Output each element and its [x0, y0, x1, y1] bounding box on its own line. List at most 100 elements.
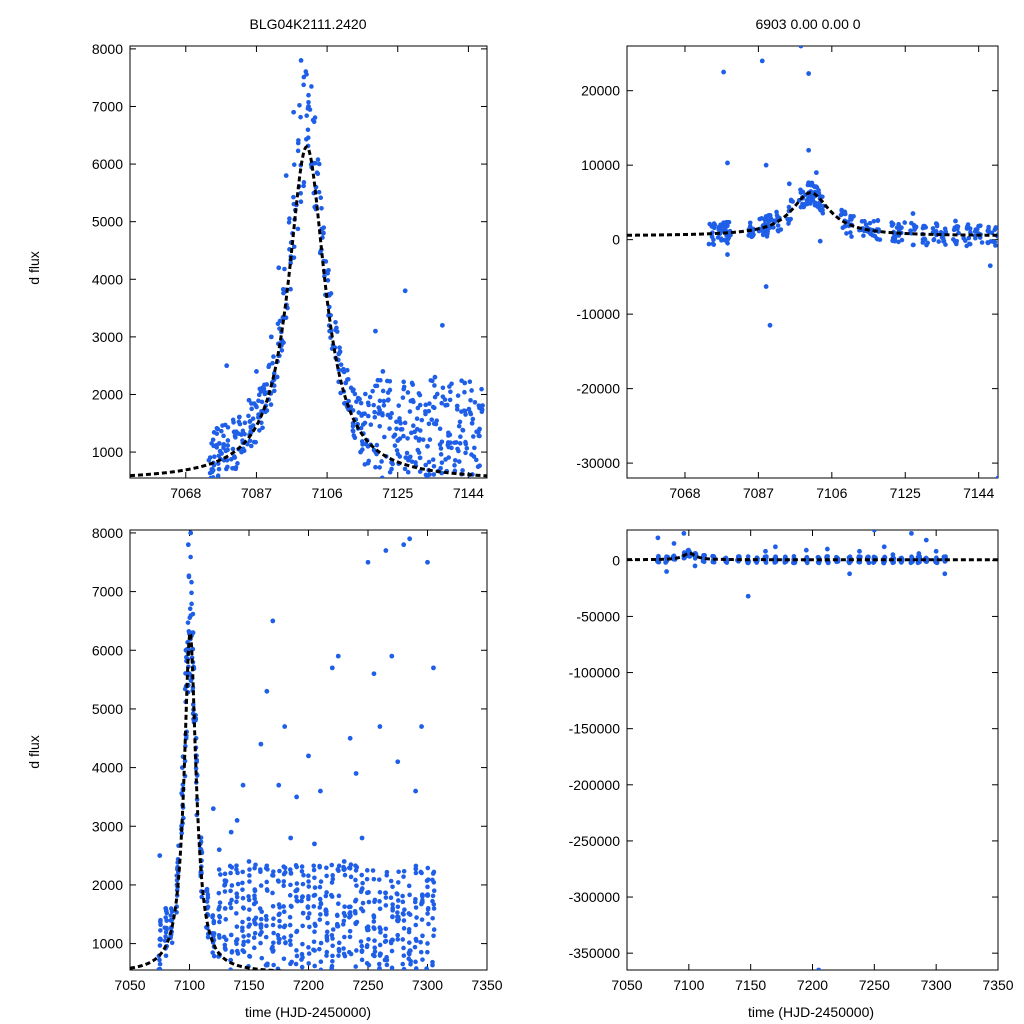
data-point	[931, 237, 937, 243]
data-point	[204, 888, 210, 894]
data-point	[366, 936, 371, 942]
data-point	[438, 446, 444, 451]
data-point	[250, 423, 256, 428]
y-tick-label: 0	[612, 552, 620, 568]
data-point	[286, 220, 292, 225]
data-point	[301, 180, 307, 185]
data-point	[985, 240, 991, 246]
data-point	[252, 930, 258, 936]
data-point	[299, 868, 305, 874]
data-point	[312, 885, 318, 890]
data-point	[401, 912, 406, 917]
data-point	[216, 867, 222, 872]
data-point	[400, 961, 406, 967]
data-point	[425, 893, 431, 898]
data-point	[413, 788, 418, 794]
model-fit-curve	[130, 145, 487, 478]
data-point	[247, 879, 252, 884]
data-point	[399, 427, 405, 432]
data-point	[214, 431, 220, 436]
data-point	[447, 432, 453, 438]
data-point	[655, 535, 661, 541]
data-point	[372, 938, 377, 943]
data-point	[210, 913, 216, 918]
data-point	[306, 104, 311, 109]
data-point	[225, 464, 230, 470]
plot-area	[627, 530, 998, 970]
data-point	[283, 173, 289, 179]
data-point	[390, 884, 395, 890]
data-point	[430, 915, 435, 921]
data-point	[410, 397, 416, 403]
data-point	[423, 462, 428, 468]
data-point	[415, 447, 421, 453]
data-point	[189, 579, 194, 585]
data-point	[881, 544, 887, 550]
data-point	[225, 438, 231, 443]
data-point	[312, 160, 318, 166]
data-point	[298, 58, 304, 63]
data-point	[271, 388, 277, 394]
data-point	[401, 918, 407, 923]
data-point	[270, 903, 276, 909]
data-point	[363, 391, 368, 397]
data-point	[264, 887, 270, 892]
data-point	[222, 882, 227, 888]
data-point	[281, 879, 287, 884]
data-point	[432, 394, 438, 400]
data-point	[943, 554, 948, 559]
data-point	[313, 923, 318, 929]
x-tick-label: 7106	[312, 485, 343, 501]
data-point	[859, 219, 865, 224]
data-point	[222, 422, 228, 428]
y-tick-label: 6000	[92, 642, 123, 658]
ylabel-bottom: d flux	[26, 735, 42, 768]
data-point	[264, 408, 270, 413]
x-tick-label: 7106	[816, 485, 847, 501]
data-point	[936, 239, 942, 244]
data-point	[377, 407, 382, 413]
data-point	[473, 457, 479, 463]
data-point	[185, 620, 191, 625]
data-point	[354, 919, 360, 925]
data-point	[426, 459, 432, 465]
data-point	[385, 390, 391, 395]
data-point	[401, 926, 407, 931]
data-point	[379, 459, 384, 464]
data-point	[311, 904, 317, 909]
data-point	[260, 425, 265, 431]
data-point	[472, 445, 477, 451]
data-point	[249, 406, 254, 412]
data-point	[251, 935, 257, 941]
data-point	[414, 426, 420, 432]
data-point	[468, 398, 473, 403]
data-point	[452, 440, 457, 446]
data-point	[446, 455, 451, 460]
data-point	[656, 553, 661, 559]
data-point	[425, 443, 430, 449]
data-point	[187, 615, 193, 621]
data-point	[276, 902, 282, 907]
data-point	[395, 438, 401, 443]
data-point	[306, 753, 311, 759]
data-point	[234, 863, 239, 868]
data-point	[851, 213, 856, 219]
data-point	[408, 958, 414, 964]
data-point	[162, 925, 168, 931]
data-point	[426, 408, 432, 414]
data-point	[764, 234, 770, 239]
data-point	[371, 402, 376, 408]
data-point	[868, 231, 873, 237]
data-point	[209, 441, 214, 446]
data-point	[397, 454, 403, 459]
data-point	[242, 431, 247, 437]
data-point	[372, 409, 377, 415]
data-point	[427, 472, 432, 477]
data-point	[360, 880, 365, 886]
data-point	[348, 874, 354, 880]
data-point	[395, 937, 401, 942]
data-point	[301, 872, 306, 878]
data-point	[372, 949, 378, 954]
x-tick-label: 7068	[170, 485, 201, 501]
data-point	[365, 924, 371, 929]
